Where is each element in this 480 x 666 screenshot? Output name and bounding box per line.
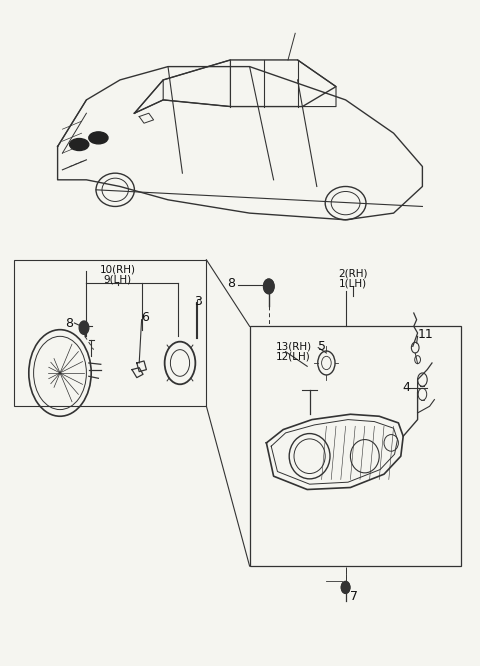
Text: 2(RH): 2(RH): [338, 268, 368, 278]
Text: 8: 8: [227, 277, 235, 290]
Ellipse shape: [70, 139, 89, 151]
Text: 5: 5: [318, 340, 326, 353]
Circle shape: [79, 321, 89, 334]
Text: 3: 3: [194, 295, 202, 308]
Circle shape: [341, 581, 350, 593]
Text: 7: 7: [350, 589, 359, 603]
Ellipse shape: [89, 132, 108, 144]
Text: 12(LH): 12(LH): [276, 351, 311, 362]
Text: 11: 11: [418, 328, 433, 341]
Text: 10(RH): 10(RH): [100, 264, 135, 275]
Text: 9(LH): 9(LH): [104, 274, 132, 284]
Text: 13(RH): 13(RH): [276, 341, 312, 352]
Text: 6: 6: [142, 311, 149, 324]
Text: 8: 8: [65, 316, 73, 330]
Text: 4: 4: [403, 381, 410, 394]
Circle shape: [264, 279, 274, 294]
Text: 1(LH): 1(LH): [339, 278, 367, 288]
